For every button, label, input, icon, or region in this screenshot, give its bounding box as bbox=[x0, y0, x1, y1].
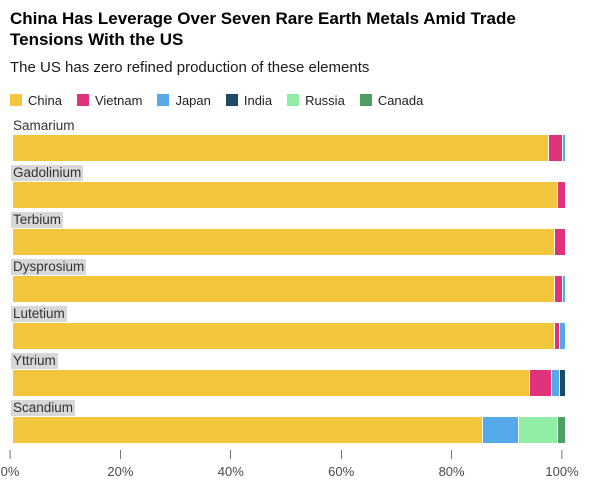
chart-rows: Samarium Gadolinium Terbium Dysprosium Lutet… bbox=[11, 117, 565, 443]
bar-segment-china[interactable] bbox=[13, 370, 530, 396]
chart-row-yttrium: Yttrium bbox=[11, 352, 565, 396]
bar-segment-vietnam[interactable] bbox=[553, 276, 563, 302]
bar-segment-japan[interactable] bbox=[562, 276, 565, 302]
bar-segment-japan[interactable] bbox=[551, 370, 560, 396]
legend: China Vietnam Japan India Russia Canada bbox=[10, 92, 590, 108]
bar-segment-china[interactable] bbox=[13, 417, 483, 443]
legend-item-canada: Canada bbox=[359, 92, 424, 108]
x-axis-tick: 100% bbox=[545, 450, 579, 479]
bar-segment-vietnam[interactable] bbox=[556, 182, 565, 208]
chart-subtitle: The US has zero refined production of th… bbox=[10, 59, 370, 76]
bar-gadolinium bbox=[13, 182, 565, 208]
tick-label: 60% bbox=[328, 464, 355, 479]
bar-segment-vietnam[interactable] bbox=[548, 135, 563, 161]
bar-scandium bbox=[13, 417, 565, 443]
tick-label: 40% bbox=[217, 464, 244, 479]
x-axis-tick: 20% bbox=[107, 450, 133, 479]
bar-segment-china[interactable] bbox=[13, 323, 554, 349]
tick-mark bbox=[561, 450, 563, 459]
x-axis-tick: 0% bbox=[0, 450, 20, 479]
legend-swatch-india bbox=[225, 94, 238, 106]
bar-segment-china[interactable] bbox=[13, 276, 554, 302]
bar-segment-canada[interactable] bbox=[556, 417, 565, 443]
row-label-dysprosium: Dysprosium bbox=[11, 259, 87, 275]
bar-dysprosium bbox=[13, 276, 565, 302]
legend-swatch-vietnam bbox=[76, 94, 89, 106]
legend-item-china: China bbox=[10, 93, 62, 108]
bar-yttrium bbox=[13, 370, 565, 396]
x-axis-tick: 40% bbox=[218, 450, 244, 479]
bar-segment-japan[interactable] bbox=[562, 135, 565, 161]
row-label-terbium: Terbium bbox=[11, 212, 64, 228]
chart-title: China Has Leverage Over Seven Rare Earth… bbox=[10, 9, 516, 49]
x-axis: 0% 20% 40% 60% 80% 100% bbox=[1, 450, 579, 486]
bar-lutetium bbox=[13, 323, 565, 349]
legend-item-vietnam: Vietnam bbox=[76, 92, 143, 108]
legend-label: India bbox=[243, 92, 273, 108]
legend-label: Japan bbox=[175, 92, 211, 108]
legend-label: Canada bbox=[377, 92, 424, 108]
bar-segment-india[interactable] bbox=[559, 370, 565, 396]
row-label-samarium: Samarium bbox=[13, 118, 75, 133]
tick-label: 0% bbox=[0, 464, 20, 479]
bar-segment-china[interactable] bbox=[13, 135, 549, 161]
row-label-lutetium: Lutetium bbox=[11, 306, 67, 322]
bar-samarium bbox=[13, 135, 565, 161]
tick-label: 100% bbox=[545, 464, 579, 479]
chart-row-samarium: Samarium bbox=[13, 117, 565, 161]
bar-terbium bbox=[13, 229, 565, 255]
tick-mark bbox=[9, 450, 11, 459]
legend-label: China bbox=[28, 92, 62, 108]
x-axis-tick: 80% bbox=[439, 450, 465, 479]
legend-swatch-china bbox=[10, 94, 22, 106]
tick-mark bbox=[230, 450, 232, 459]
x-axis-tick: 60% bbox=[328, 450, 354, 479]
bar-segment-vietnam[interactable] bbox=[553, 323, 560, 349]
chart-row-scandium: Scandium bbox=[11, 399, 565, 443]
bar-segment-china[interactable] bbox=[13, 229, 554, 255]
row-label-gadolinium: Gadolinium bbox=[11, 165, 84, 181]
bar-segment-vietnam[interactable] bbox=[553, 229, 565, 255]
legend-swatch-canada bbox=[359, 94, 372, 106]
tick-mark bbox=[119, 450, 121, 459]
chart-row-lutetium: Lutetium bbox=[11, 305, 565, 349]
chart-page: China Has Leverage Over Seven Rare Earth… bbox=[1, 9, 590, 486]
legend-item-india: India bbox=[225, 92, 273, 108]
legend-swatch-japan bbox=[157, 94, 170, 106]
legend-label: Vietnam bbox=[94, 92, 143, 108]
row-label-yttrium: Yttrium bbox=[11, 353, 58, 369]
bar-segment-russia[interactable] bbox=[518, 417, 557, 443]
tick-label: 20% bbox=[107, 464, 134, 479]
row-label-scandium: Scandium bbox=[11, 400, 76, 416]
legend-item-russia: Russia bbox=[287, 93, 345, 108]
tick-mark bbox=[451, 450, 453, 459]
tick-mark bbox=[340, 450, 342, 459]
bar-segment-japan[interactable] bbox=[482, 417, 519, 443]
chart-row-dysprosium: Dysprosium bbox=[11, 258, 565, 302]
tick-label: 80% bbox=[438, 464, 465, 479]
legend-item-japan: Japan bbox=[157, 92, 211, 108]
legend-swatch-russia bbox=[287, 94, 300, 106]
legend-label: Russia bbox=[305, 92, 345, 108]
chart-row-gadolinium: Gadolinium bbox=[11, 164, 565, 208]
bar-segment-china[interactable] bbox=[13, 182, 557, 208]
bar-segment-japan[interactable] bbox=[559, 323, 565, 349]
bar-segment-vietnam[interactable] bbox=[529, 370, 552, 396]
chart-row-terbium: Terbium bbox=[11, 211, 565, 255]
